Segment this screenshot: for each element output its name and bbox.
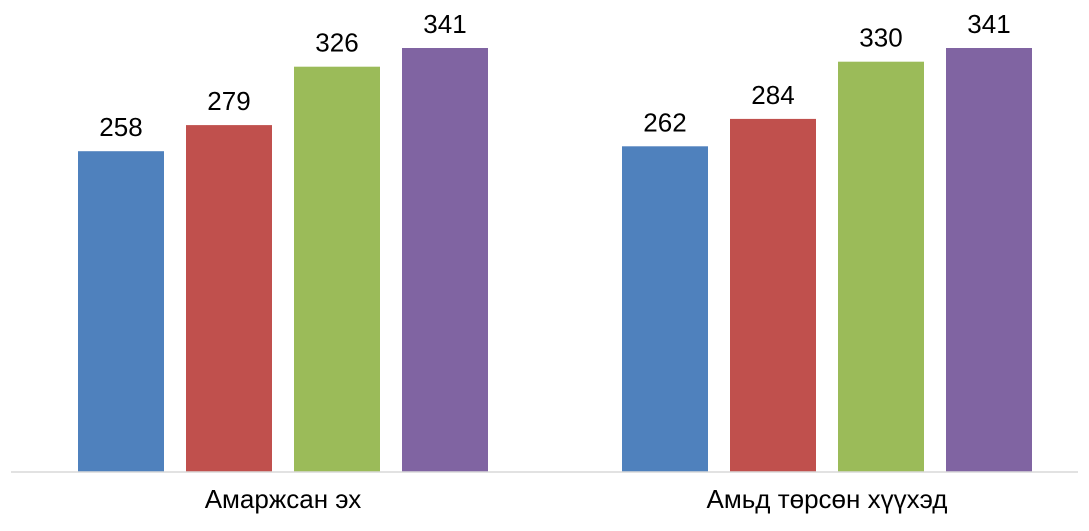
bars-layer [78,48,1032,473]
bar-2-2 [730,118,816,473]
category-label-2: Амьд төрсөн хүүхэд [707,484,948,514]
bar-2-3 [838,61,924,472]
data-label-2-2: 284 [751,80,794,110]
bar-1-4 [402,48,488,472]
data-label-1-4: 341 [423,9,466,39]
data-label-2-4: 341 [967,9,1010,39]
bar-1-3 [294,66,380,472]
data-label-1-3: 326 [315,28,358,58]
data-labels-layer: 258 279 326 341 262 284 330 341 [99,9,1010,142]
data-label-2-1: 262 [643,107,686,137]
data-label-1-1: 258 [99,112,142,142]
category-labels-layer: Амаржсан эх Амьд төрсөн хүүхэд [205,484,948,514]
data-label-2-3: 330 [859,23,902,53]
data-label-1-2: 279 [207,86,250,116]
category-label-1: Амаржсан эх [205,484,362,514]
bar-1-2 [186,125,272,472]
bar-2-4 [946,48,1032,472]
bar-2-1 [622,146,708,473]
bar-1-1 [78,151,164,472]
